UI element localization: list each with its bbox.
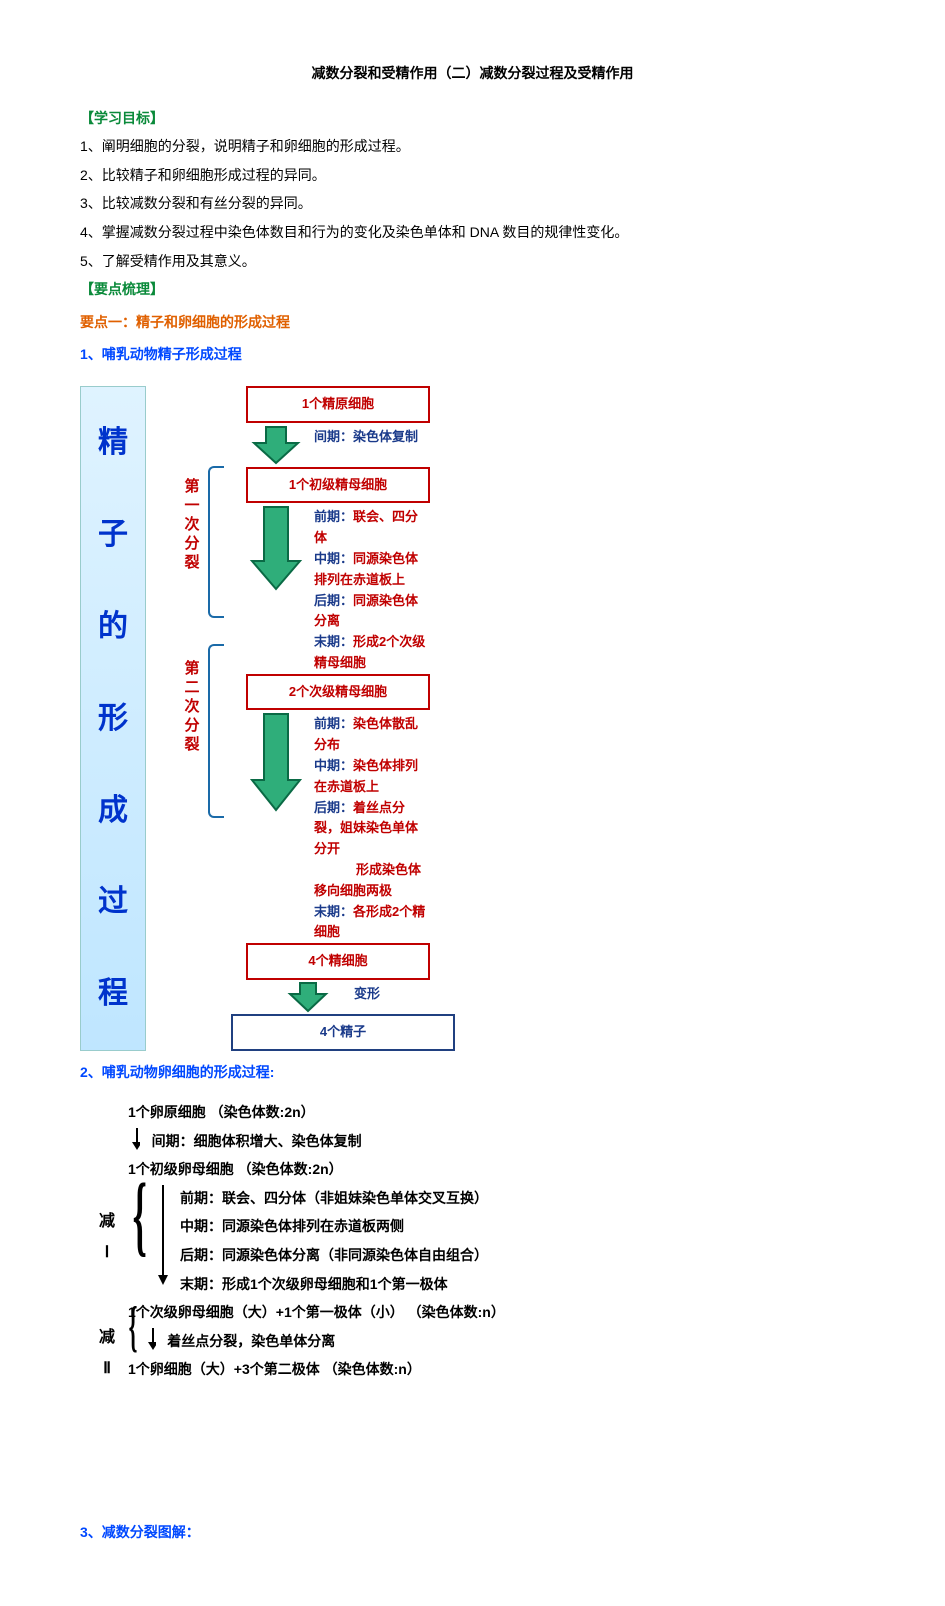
phase-key: 中期：: [314, 551, 353, 566]
sidebar-char: 的: [98, 598, 128, 655]
d2-line: 中期：同源染色体排列在赤道板两侧: [100, 1213, 865, 1240]
objective-item: 4、掌握减数分裂过程中染色体数目和行为的变化及染色单体和 DNA 数目的规律性变…: [80, 219, 865, 246]
d2-line: 1个次级卵母细胞（大）+1个第一极体（小） （染色体数:n）: [100, 1299, 865, 1326]
keypoint-1-header: 要点一：精子和卵细胞的形成过程: [80, 309, 865, 336]
section-objectives-header: 【学习目标】: [80, 105, 865, 132]
down-arrow-icon: [144, 1328, 156, 1350]
arrow-interphase: 间期：染色体复制: [246, 423, 426, 467]
phase-val: 形成染色体移向细胞两极: [314, 862, 421, 898]
phase-key: 后期：: [314, 593, 353, 608]
objective-item: 1、阐明细胞的分裂，说明精子和卵细胞的形成过程。: [80, 133, 865, 160]
d2-line: 1个卵细胞（大）+3个第二极体 （染色体数:n）: [100, 1356, 865, 1383]
arrow-transform: 变形: [286, 980, 466, 1014]
d2-line: 前期：联会、四分体（非姐妹染色单体交叉互换）: [100, 1185, 865, 1212]
d2-text: 前期：联会、四分体（非姐妹染色单体交叉互换）: [180, 1190, 488, 1206]
side-label-1: 减Ⅰ: [94, 1207, 120, 1268]
objective-item: 5、了解受精作用及其意义。: [80, 248, 865, 275]
down-arrow-icon: [246, 503, 306, 593]
objective-item: 3、比较减数分裂和有丝分裂的异同。: [80, 190, 865, 217]
d2-text: 着丝点分裂，染色单体分离: [167, 1333, 335, 1349]
sidebar-char: 子: [98, 506, 128, 563]
long-arrow-icon: [154, 1185, 172, 1285]
down-arrow-icon: [286, 980, 346, 1014]
bracket-1: [208, 466, 224, 618]
down-arrow-icon: [246, 423, 306, 467]
sidebar-char: 程: [98, 965, 128, 1022]
arrow-meiosis1: 前期：联会、四分体 中期：同源染色体排列在赤道板上 后期：同源染色体分离 末期：…: [246, 503, 426, 673]
bracket-icon: {: [129, 1299, 138, 1355]
d2-line: 着丝点分裂，染色单体分离: [100, 1328, 865, 1355]
node-spermatid: 4个精细胞: [246, 943, 430, 980]
sub-3-header: 3、减数分裂图解：: [80, 1519, 865, 1546]
sub-1-header: 1、哺乳动物精子形成过程: [80, 341, 865, 368]
node-secondary-spermatocyte: 2个次级精母细胞: [246, 674, 430, 711]
phase-key: 后期：: [314, 800, 353, 815]
d2-line: 间期：细胞体积增大、染色体复制: [100, 1128, 865, 1155]
sidebar-char: 形: [98, 690, 128, 747]
sidebar-char: 精: [98, 414, 128, 471]
phase-key: 前期：: [314, 509, 353, 524]
down-arrow-icon: [246, 710, 306, 814]
d2-line: 1个卵原细胞 （染色体数:2n）: [100, 1099, 865, 1126]
arrow-label: 间期：染色体复制: [314, 423, 418, 448]
phase-key: 末期：: [314, 634, 353, 649]
flow-column: 1个精原细胞 间期：染色体复制 第一次分裂 1个初级精母细胞 前期：联会、四分体…: [176, 386, 656, 1051]
phase-key: 中期：: [314, 758, 353, 773]
node-primary-spermatocyte: 1个初级精母细胞: [246, 467, 430, 504]
down-arrow-icon: [128, 1128, 140, 1150]
phase-key: 末期：: [314, 904, 353, 919]
bracket-icon: {: [133, 1171, 147, 1261]
phase-1-label: 第一次分裂: [176, 478, 205, 573]
phase-2-label: 第二次分裂: [176, 660, 205, 755]
sub-2-header: 2、哺乳动物卵细胞的形成过程:: [80, 1059, 865, 1086]
section-points-header: 【要点梳理】: [80, 276, 865, 303]
side-label-2: 减Ⅱ: [94, 1323, 120, 1384]
objectives-list: 1、阐明细胞的分裂，说明精子和卵细胞的形成过程。 2、比较精子和卵细胞形成过程的…: [80, 133, 865, 274]
doc-title: 减数分裂和受精作用（二）减数分裂过程及受精作用: [80, 60, 865, 87]
node-sperm: 4个精子: [231, 1014, 455, 1051]
egg-formation-diagram: 1个卵原细胞 （染色体数:2n） 间期：细胞体积增大、染色体复制 1个初级卵母细…: [100, 1099, 865, 1383]
arrow-label: 前期：联会、四分体 中期：同源染色体排列在赤道板上 后期：同源染色体分离 末期：…: [314, 503, 426, 673]
d2-line: 末期：形成1个次级卵母细胞和1个第一极体: [100, 1271, 865, 1298]
sidebar-char: 过: [98, 873, 128, 930]
arrow-label: 变形: [354, 980, 380, 1005]
node-spermatogonium: 1个精原细胞: [246, 386, 430, 423]
sidebar-char: 成: [98, 782, 128, 839]
d2-line: 后期：同源染色体分离（非同源染色体自由组合）: [100, 1242, 865, 1269]
arrow-label: 前期：染色体散乱分布 中期：染色体排列在赤道板上 后期：着丝点分裂，姐妹染色单体…: [314, 710, 426, 943]
sperm-formation-diagram: 精 子 的 形 成 过 程 1个精原细胞 间期：染色体复制 第一次分裂 1个初级…: [80, 386, 865, 1051]
phase-key: 前期：: [314, 716, 353, 731]
d2-line: 1个初级卵母细胞 （染色体数:2n）: [100, 1156, 865, 1183]
diagram-sidebar: 精 子 的 形 成 过 程: [80, 386, 146, 1051]
d2-text: 间期：细胞体积增大、染色体复制: [152, 1133, 362, 1149]
bracket-2: [208, 644, 224, 818]
arrow-meiosis2: 前期：染色体散乱分布 中期：染色体排列在赤道板上 后期：着丝点分裂，姐妹染色单体…: [246, 710, 426, 943]
objective-item: 2、比较精子和卵细胞形成过程的异同。: [80, 162, 865, 189]
